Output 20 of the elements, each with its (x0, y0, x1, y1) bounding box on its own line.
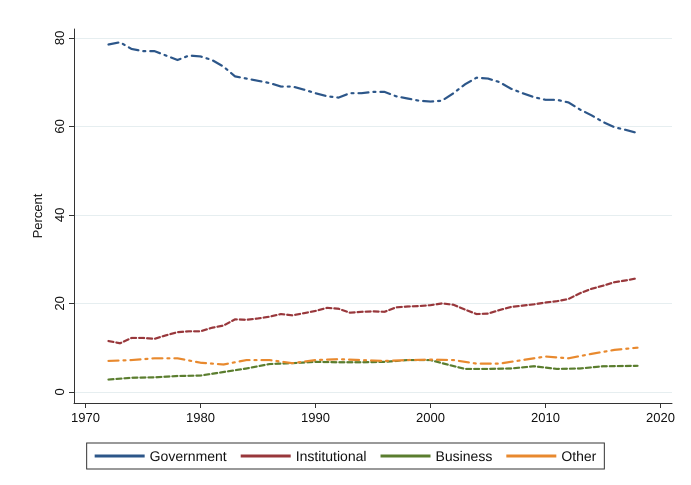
line-series (107, 358, 639, 381)
line-series (107, 346, 639, 366)
y-tick-label: 60 (52, 119, 67, 134)
line-series (107, 277, 639, 344)
legend-label: Other (561, 448, 597, 464)
x-tick-label: 2010 (531, 410, 560, 425)
x-tick-label: 2000 (416, 410, 445, 425)
x-tick-label: 1970 (71, 410, 100, 425)
legend-label: Government (150, 448, 227, 464)
legend-label: Institutional (296, 448, 367, 464)
y-axis-title: Percent (30, 193, 45, 238)
line-series (107, 41, 639, 134)
x-tick-label: 1980 (186, 410, 215, 425)
y-tick-label: 40 (52, 208, 67, 222)
x-tick-label: 1990 (301, 410, 330, 425)
y-tick-label: 0 (52, 388, 67, 396)
y-tick-label: 20 (52, 296, 67, 311)
x-tick-label: 2020 (646, 410, 675, 425)
y-tick-label: 80 (52, 30, 67, 46)
legend-label: Business (436, 448, 492, 464)
